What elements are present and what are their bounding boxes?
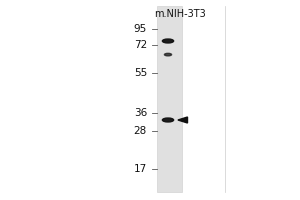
Bar <box>157 6 182 192</box>
Ellipse shape <box>162 39 174 43</box>
Text: 95: 95 <box>134 24 147 34</box>
Text: m.NIH-3T3: m.NIH-3T3 <box>154 9 206 19</box>
Ellipse shape <box>162 118 174 122</box>
Text: 28: 28 <box>134 126 147 136</box>
Text: 72: 72 <box>134 40 147 50</box>
Polygon shape <box>178 117 188 123</box>
Text: 55: 55 <box>134 68 147 78</box>
Text: 36: 36 <box>134 108 147 118</box>
Text: 17: 17 <box>134 164 147 174</box>
Ellipse shape <box>164 53 172 56</box>
